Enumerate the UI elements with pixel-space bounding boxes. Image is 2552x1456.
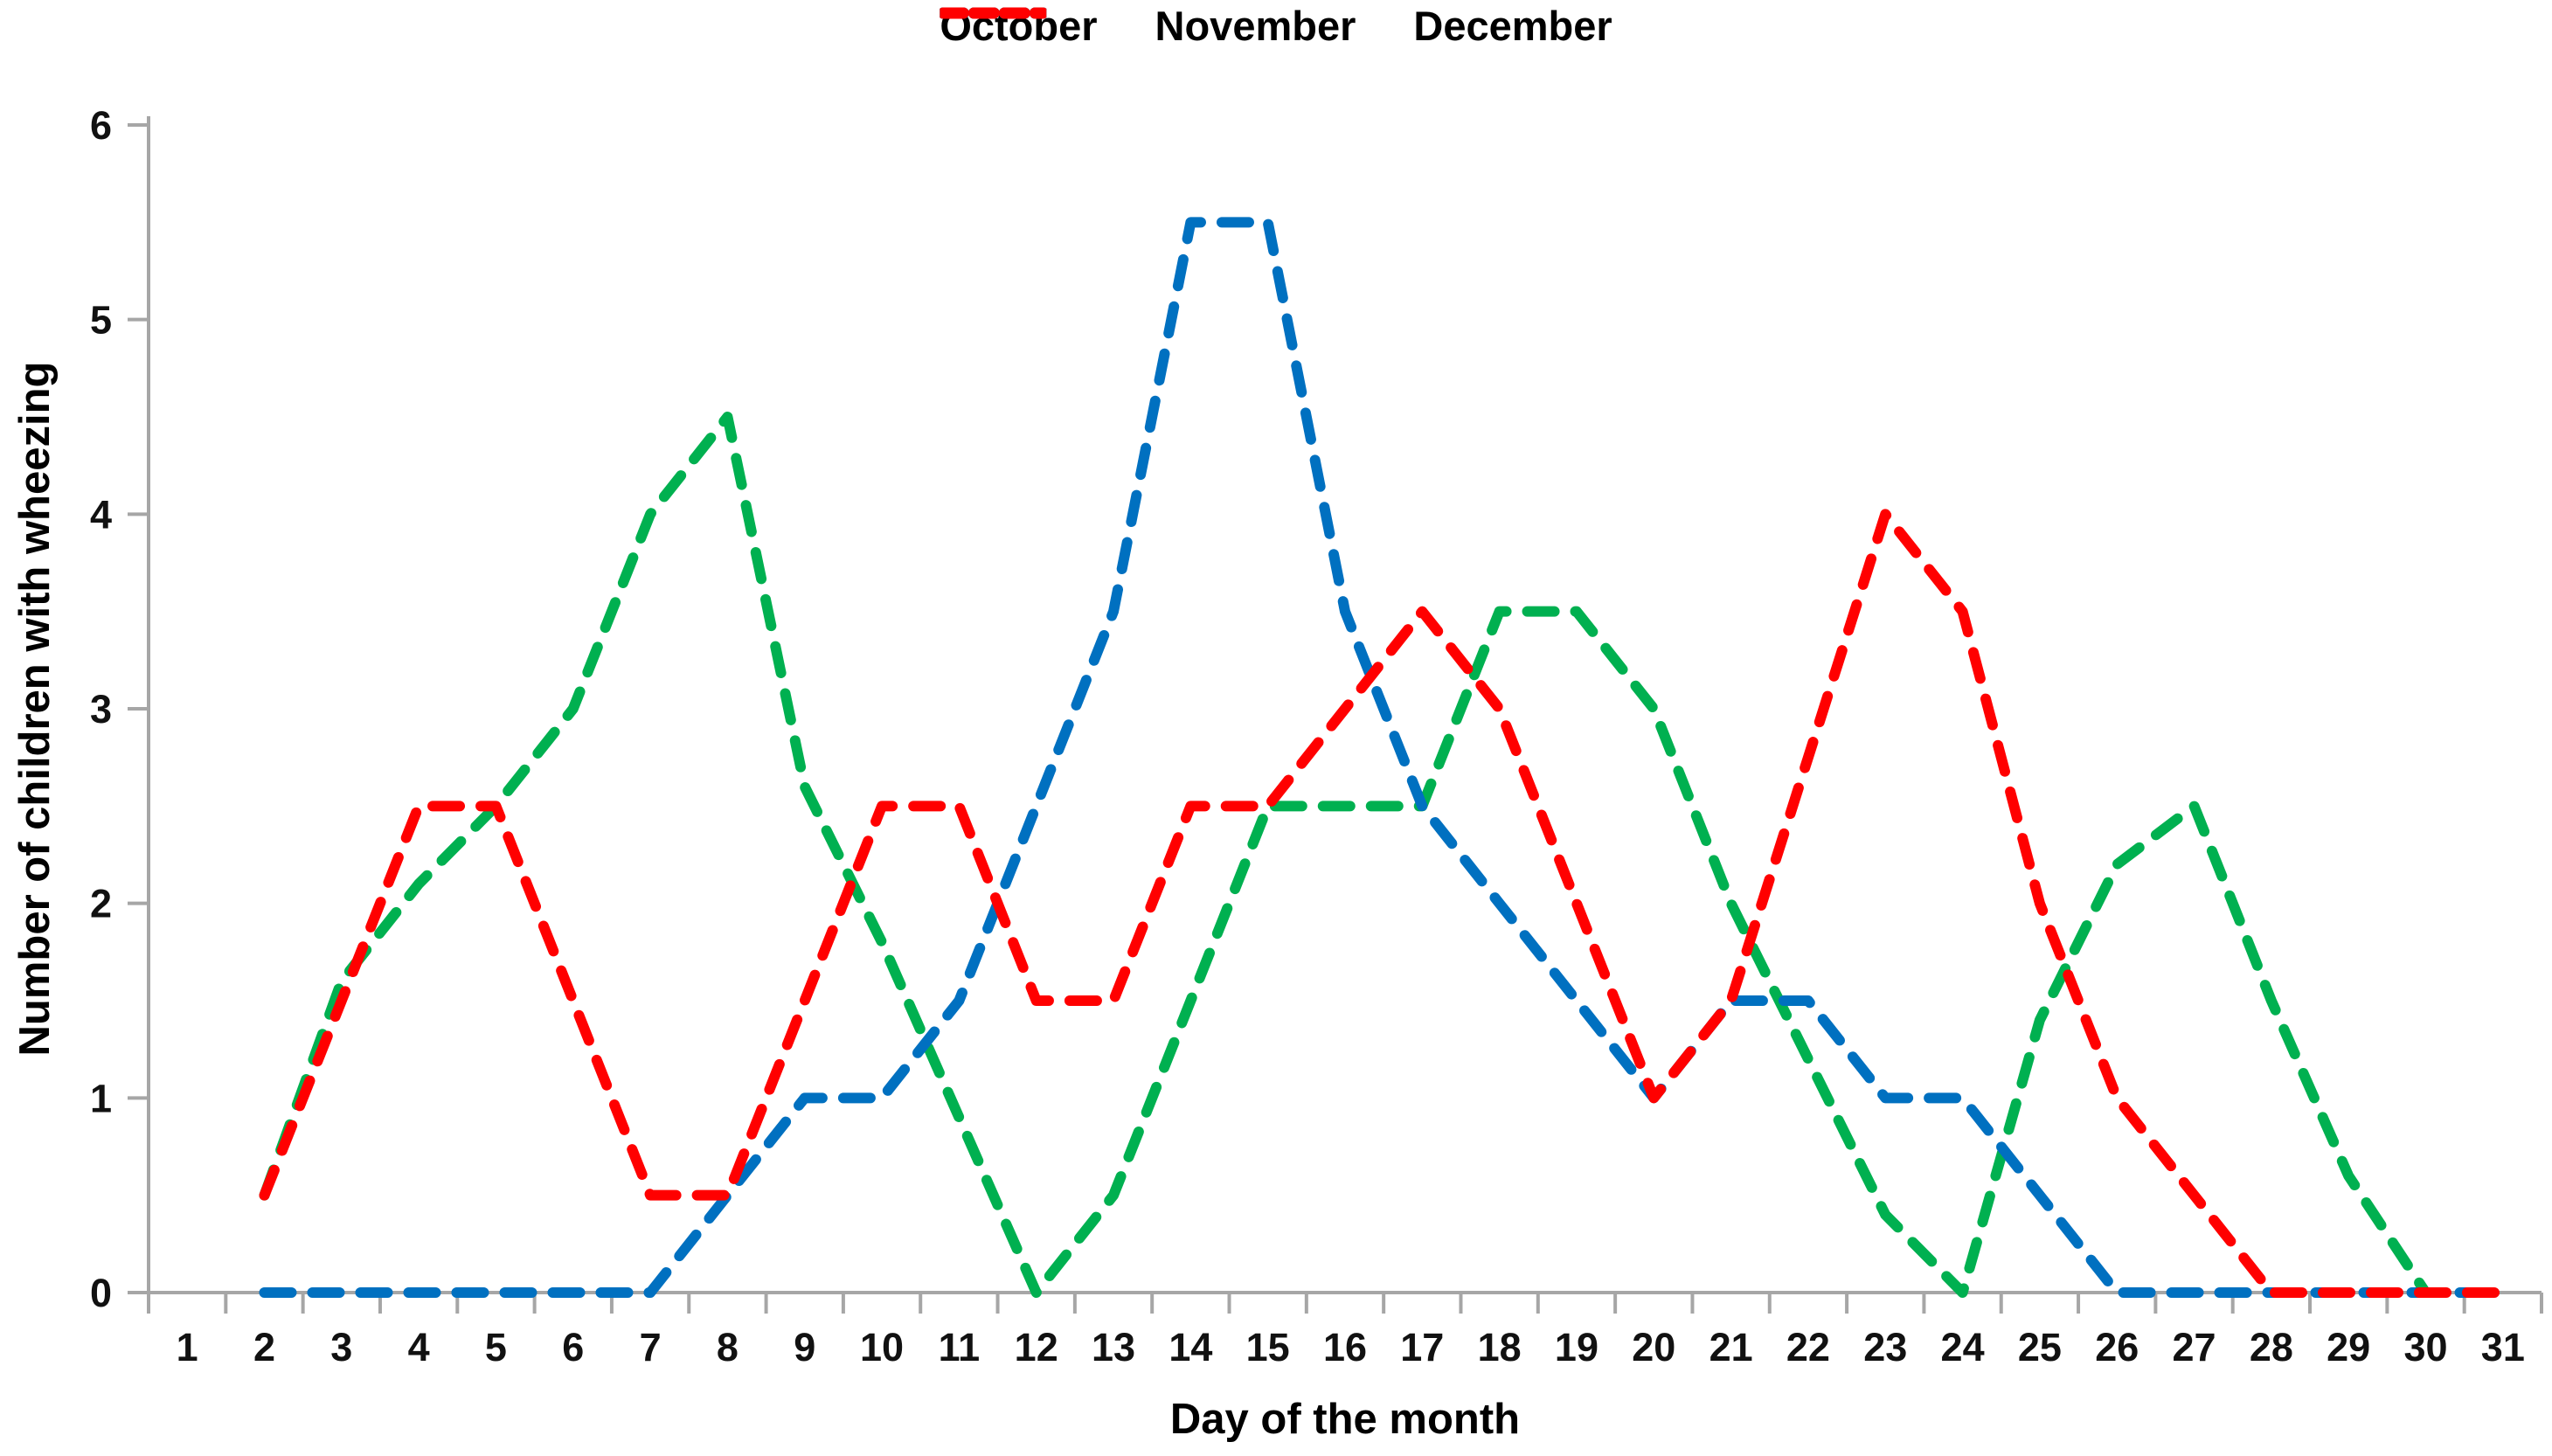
legend-item-november: November [940, 3, 1356, 49]
x-tick-label: 10 [860, 1325, 904, 1369]
x-tick-label: 22 [1786, 1325, 1830, 1369]
x-tick-label: 26 [2095, 1325, 2139, 1369]
x-tick-label: 12 [1015, 1325, 1058, 1369]
x-tick-label: 9 [794, 1325, 815, 1369]
x-tick-label: 28 [2250, 1325, 2293, 1369]
y-tick-label: 3 [90, 687, 112, 731]
x-tick-label: 1 [177, 1325, 198, 1369]
x-tick-label: 16 [1323, 1325, 1367, 1369]
y-axis-title: Number of children with wheezing [11, 361, 59, 1057]
x-tick-label: 8 [717, 1325, 739, 1369]
x-tick-label: 31 [2481, 1325, 2525, 1369]
x-tick-label: 14 [1169, 1325, 1212, 1369]
legend-label-november: November [1155, 3, 1356, 49]
x-tick-label: 19 [1555, 1325, 1598, 1369]
x-tick-label: 21 [1709, 1325, 1753, 1369]
x-tick-label: 27 [2173, 1325, 2216, 1369]
x-tick-label: 15 [1246, 1325, 1290, 1369]
x-tick-label: 18 [1478, 1325, 1522, 1369]
x-tick-label: 6 [562, 1325, 584, 1369]
y-tick-label: 5 [90, 298, 112, 343]
x-tick-label: 29 [2327, 1325, 2370, 1369]
y-tick-label: 2 [90, 882, 112, 926]
y-tick-label: 4 [90, 492, 112, 537]
y-tick-label: 0 [90, 1271, 112, 1315]
y-tick-label: 6 [90, 103, 112, 148]
y-tick-label: 1 [90, 1076, 112, 1120]
series-line-december [259, 509, 2508, 1298]
x-tick-label: 13 [1092, 1325, 1135, 1369]
x-tick-label: 20 [1632, 1325, 1675, 1369]
legend-item-december: December [940, 3, 1612, 49]
series-line-october [259, 412, 2508, 1298]
x-tick-label: 5 [485, 1325, 507, 1369]
chart-legend: October November December [940, 5, 1612, 46]
x-tick-label: 23 [1863, 1325, 1907, 1369]
x-tick-label: 11 [939, 1325, 981, 1369]
x-tick-label: 25 [2018, 1325, 2062, 1369]
series-line-november [259, 217, 2508, 1298]
x-tick-label: 4 [408, 1325, 430, 1369]
x-tick-label: 3 [330, 1325, 352, 1369]
x-tick-label: 24 [1941, 1325, 1985, 1369]
legend-label-december: December [1413, 3, 1612, 49]
x-tick-label: 7 [640, 1325, 662, 1369]
legend-dash-swatch-december [940, 7, 1047, 19]
x-axis-title: Day of the month [1169, 1396, 1521, 1443]
x-tick-label: 30 [2403, 1325, 2447, 1369]
x-tick-label: 2 [253, 1325, 275, 1369]
x-tick-label: 17 [1400, 1325, 1444, 1369]
